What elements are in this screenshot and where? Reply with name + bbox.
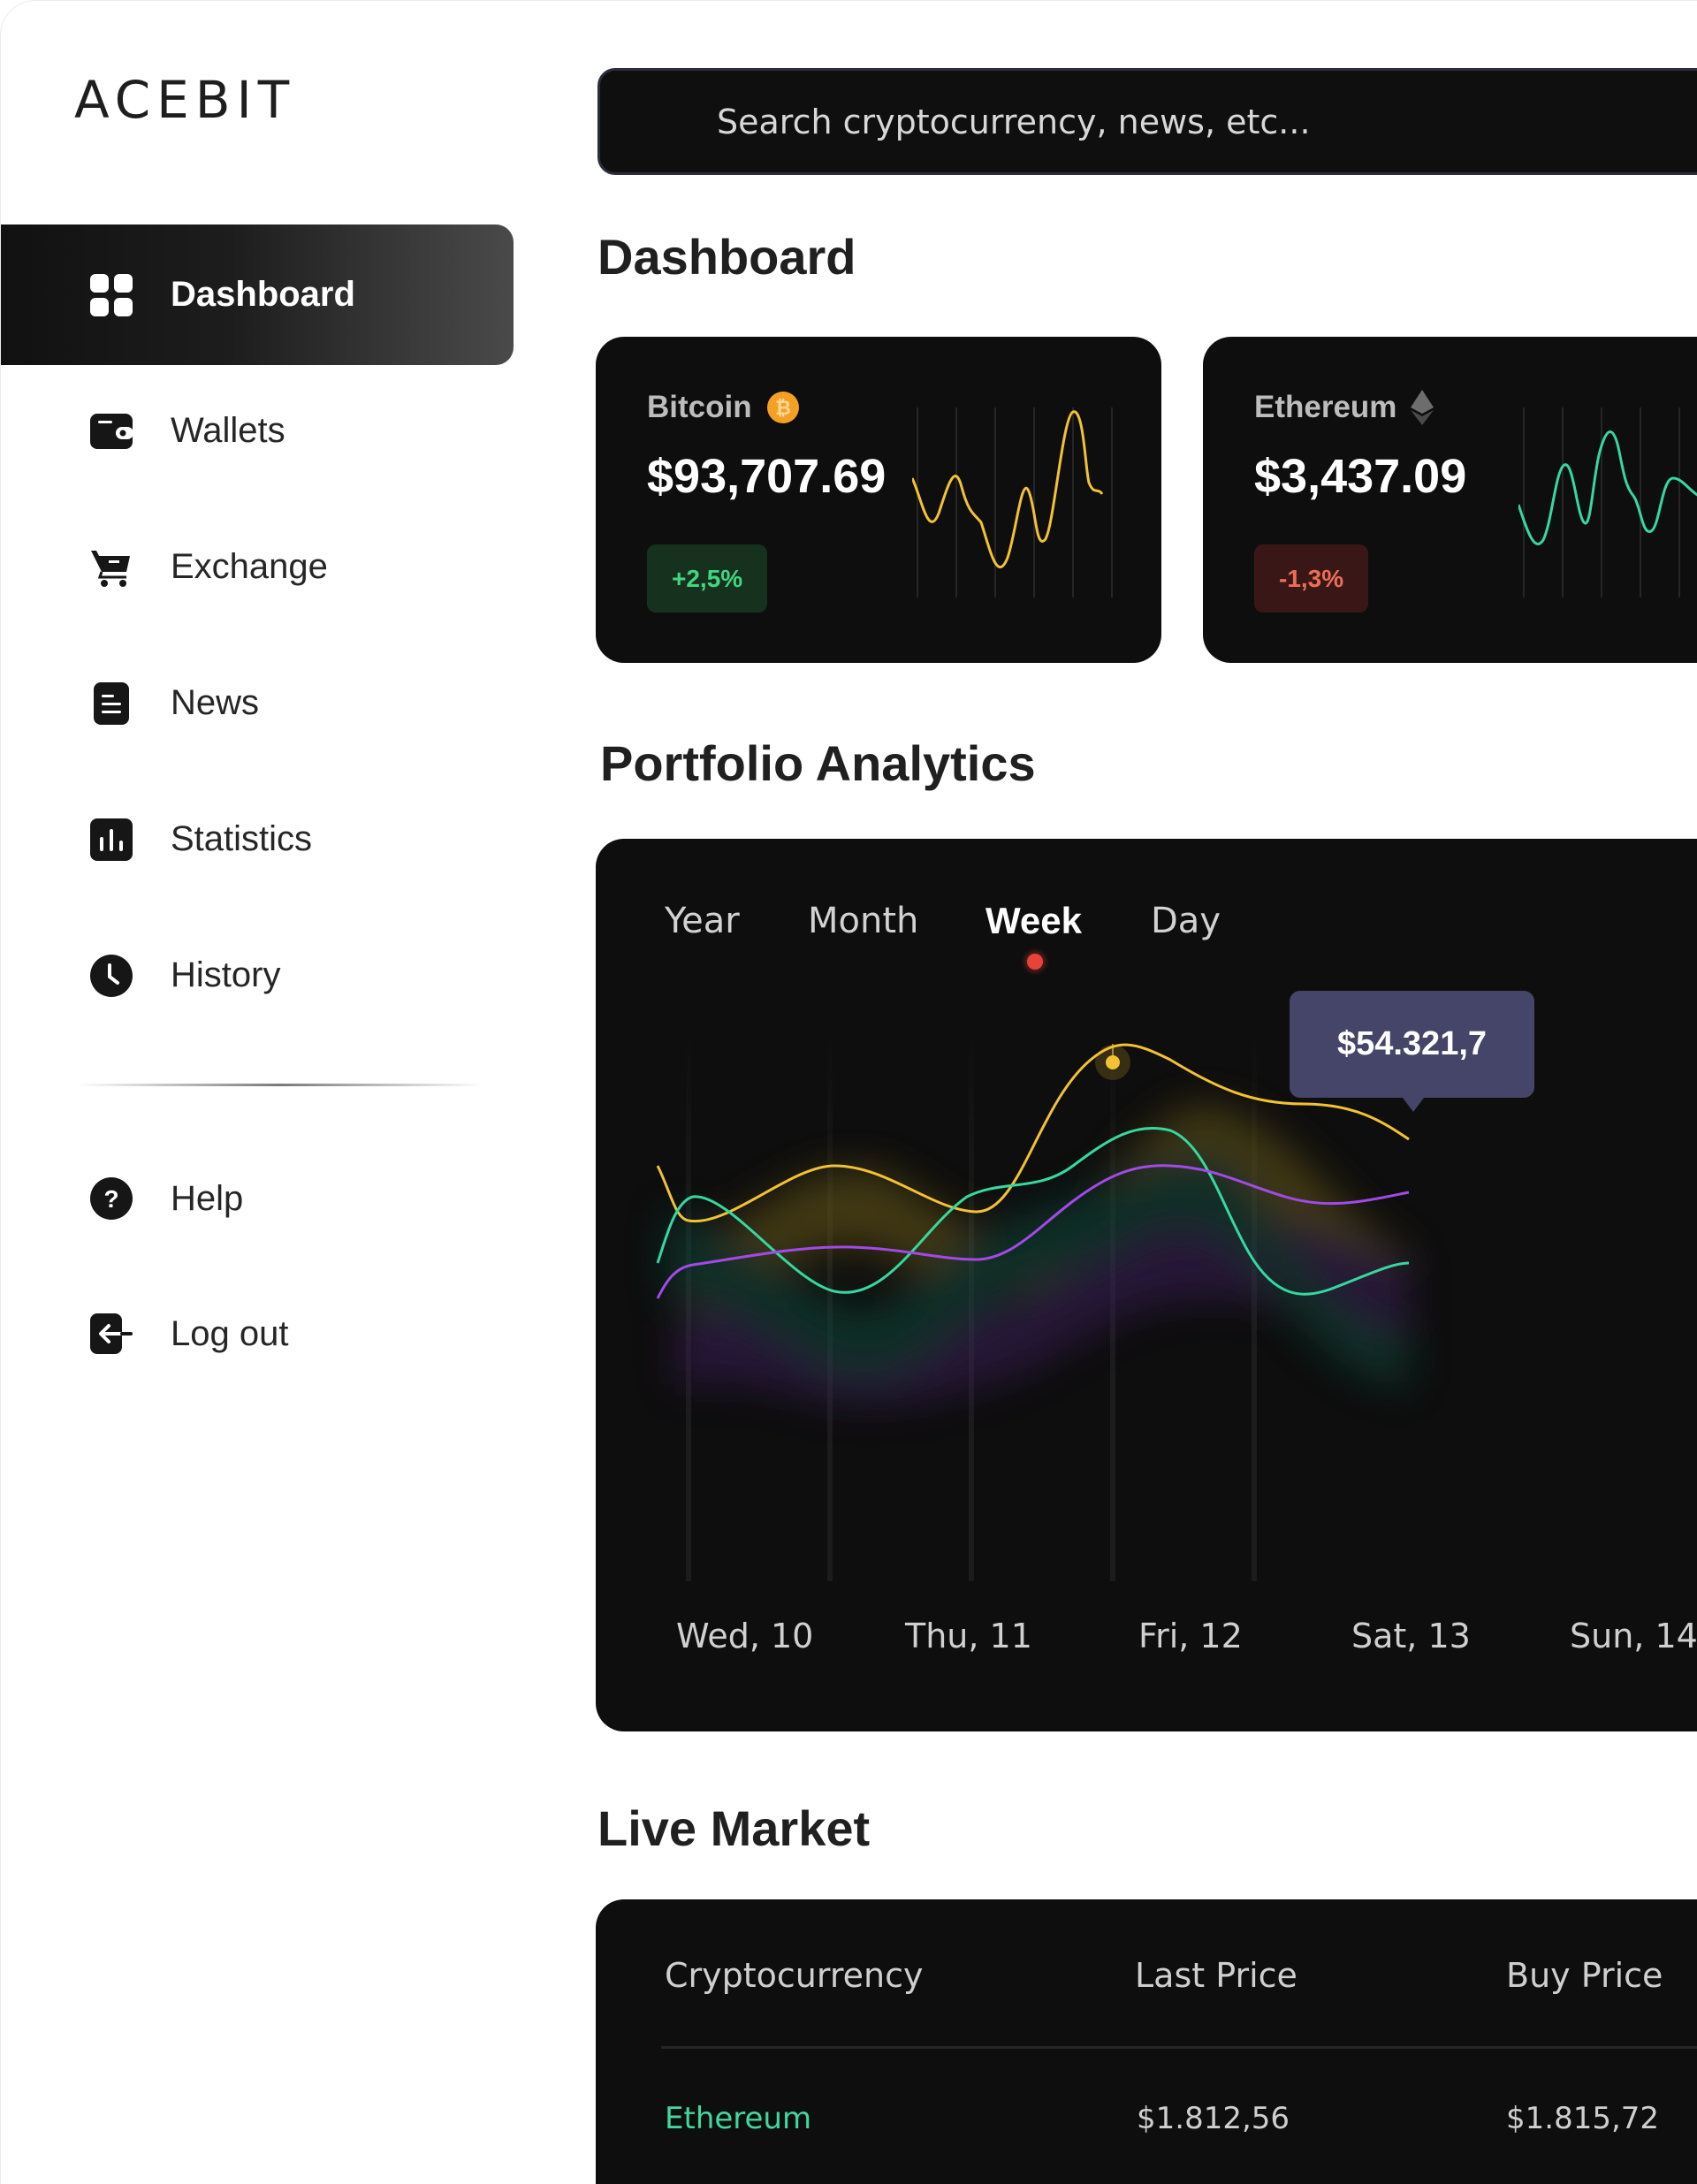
tab-day[interactable]: Day [1151, 901, 1221, 941]
market-title: Live Market [597, 1800, 871, 1856]
table-header-divider [661, 2046, 1697, 2049]
bitcoin-sparkline [912, 407, 1113, 597]
tab-month[interactable]: Month [808, 901, 919, 941]
chart-tooltip: $54.321,7 [1290, 991, 1534, 1112]
tab-week[interactable]: Week [985, 900, 1082, 941]
coin-name-label: Ethereum [1254, 390, 1397, 424]
cart-icon [89, 545, 133, 590]
search-input[interactable] [717, 71, 1601, 172]
sidebar-item-history[interactable]: History [1, 905, 514, 1046]
x-axis-label: Thu, 11 [905, 1617, 1032, 1655]
sidebar-item-label: Dashboard [171, 275, 355, 314]
svg-text:₿: ₿ [775, 397, 791, 419]
x-axis-label: Sun, 14 [1570, 1617, 1697, 1655]
ethereum-icon [1411, 390, 1434, 425]
sidebar-divider [77, 1084, 483, 1086]
bitcoin-icon: ₿ [766, 391, 800, 424]
x-axis-label: Fri, 12 [1138, 1617, 1243, 1655]
clock-icon [89, 954, 133, 998]
portfolio-chart-card: Year Month Week Day [596, 839, 1697, 1731]
active-tab-indicator [1027, 954, 1043, 970]
coin-price: $3,437.09 [1254, 450, 1467, 503]
sidebar-secondary-nav: ? Help Log out [1, 1132, 514, 1400]
sidebar-item-label: Wallets [171, 411, 285, 450]
sidebar-item-label: History [171, 955, 281, 994]
series-line-purple [656, 1164, 1410, 1299]
chart-highlight-point [1106, 1055, 1120, 1069]
question-icon: ? [89, 1176, 133, 1221]
column-header[interactable]: Cryptocurrency [665, 1956, 924, 1995]
sidebar-item-label: Statistics [171, 819, 313, 858]
portfolio-line-chart [656, 1033, 1410, 1581]
x-axis-label: Sat, 13 [1351, 1617, 1471, 1655]
coin-change-badge: +2,5% [647, 544, 768, 613]
live-market-table: Cryptocurrency Last Price Buy Price Ethe… [596, 1899, 1697, 2184]
sidebar-item-logout[interactable]: Log out [1, 1267, 514, 1400]
logo: ACEBIT [74, 70, 296, 130]
sidebar-item-label: Log out [171, 1313, 289, 1353]
coin-name: Bitcoin ₿ [647, 390, 800, 425]
sidebar-item-help[interactable]: ? Help [1, 1132, 514, 1265]
sidebar-item-exchange[interactable]: Exchange [1, 497, 514, 637]
table-cell-name: Ethereum [665, 2101, 812, 2136]
table-cell-buy-price: $1.815,72 [1506, 2101, 1660, 2136]
column-header[interactable]: Last Price [1135, 1956, 1297, 1995]
coin-name: Ethereum [1254, 390, 1434, 425]
series-line-yellow [656, 1043, 1410, 1223]
x-axis-label: Wed, 10 [676, 1617, 814, 1655]
column-header[interactable]: Buy Price [1506, 1956, 1663, 1995]
sidebar-item-label: Help [171, 1178, 244, 1218]
sidebar-item-label: News [171, 683, 260, 722]
sidebar-nav: Dashboard Wallets [1, 224, 514, 1046]
document-icon [89, 681, 133, 726]
coin-price: $93,707.69 [647, 450, 887, 503]
chart-glow [666, 1106, 1409, 1404]
series-line-green [656, 1126, 1410, 1296]
sidebar-item-wallets[interactable]: Wallets [1, 361, 514, 501]
sidebar-item-statistics[interactable]: Statistics [1, 769, 514, 909]
bitcoin-card[interactable]: Bitcoin ₿ $93,707.69 +2,5% [596, 337, 1161, 663]
ethereum-card[interactable]: Ethereum $3,437.09 -1,3% [1203, 337, 1697, 663]
sidebar-item-dashboard[interactable]: Dashboard [1, 224, 514, 365]
grid-icon [89, 273, 133, 317]
analytics-title: Portfolio Analytics [600, 735, 1036, 791]
logout-icon [89, 1312, 133, 1356]
coin-name-label: Bitcoin [647, 390, 752, 424]
ethereum-sparkline [1518, 407, 1697, 597]
dashboard-title: Dashboard [597, 229, 856, 285]
tab-year[interactable]: Year [665, 901, 740, 941]
wallet-icon [89, 409, 133, 453]
svg-text:?: ? [103, 1185, 118, 1213]
coin-change-badge: -1,3% [1254, 544, 1369, 613]
sidebar-item-label: Exchange [171, 547, 328, 586]
bar-chart-icon [89, 818, 133, 862]
search-bar [597, 68, 1697, 175]
sidebar-item-news[interactable]: News [1, 633, 514, 773]
table-cell-last-price: $1.812,56 [1137, 2101, 1290, 2136]
